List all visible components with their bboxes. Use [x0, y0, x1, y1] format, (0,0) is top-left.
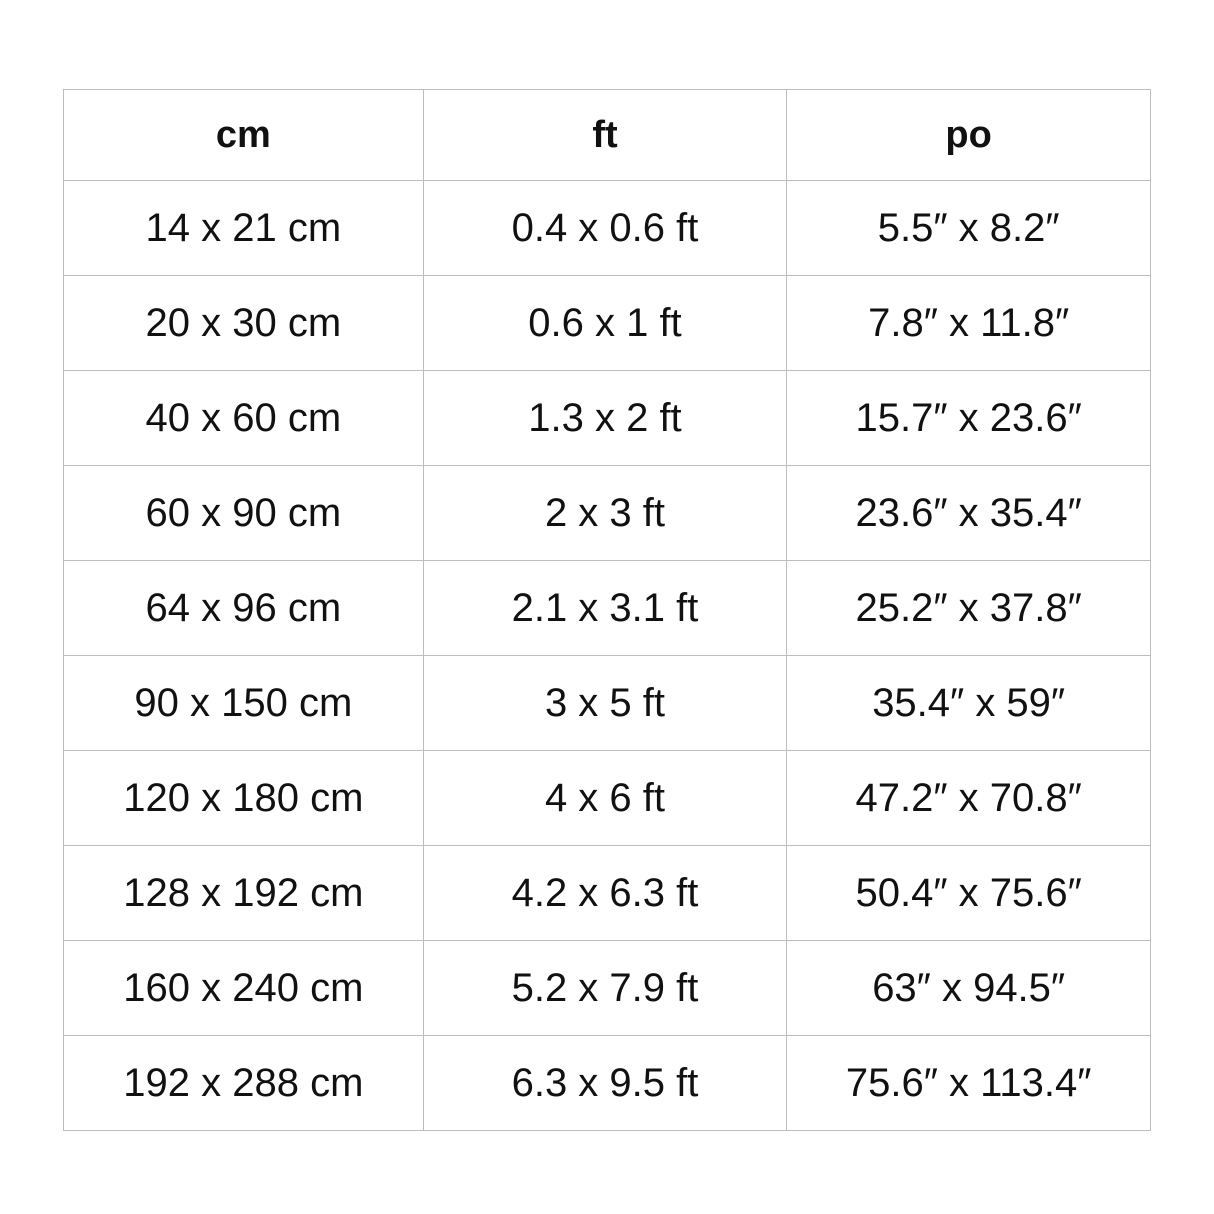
cell-po: 75.6″ x 113.4″ — [786, 1035, 1151, 1131]
cell-po: 35.4″ x 59″ — [786, 655, 1151, 751]
cell-cm: 64 x 96 cm — [63, 560, 424, 656]
cell-cm: 20 x 30 cm — [63, 275, 424, 371]
cell-ft: 0.4 x 0.6 ft — [422, 180, 788, 276]
header-row: cm ft po — [63, 89, 1151, 181]
cell-cm: 40 x 60 cm — [63, 370, 424, 466]
cell-cm: 160 x 240 cm — [63, 940, 424, 1036]
table-row: 128 x 192 cm 4.2 x 6.3 ft 50.4″ x 75.6″ — [63, 845, 1151, 941]
cell-po: 63″ x 94.5″ — [786, 940, 1151, 1036]
cell-cm: 60 x 90 cm — [63, 465, 424, 561]
cell-ft: 2.1 x 3.1 ft — [422, 560, 788, 656]
cell-cm: 192 x 288 cm — [63, 1035, 424, 1131]
table-row: 14 x 21 cm 0.4 x 0.6 ft 5.5″ x 8.2″ — [63, 180, 1151, 276]
cell-po: 5.5″ x 8.2″ — [786, 180, 1151, 276]
cell-cm: 14 x 21 cm — [63, 180, 424, 276]
cell-ft: 5.2 x 7.9 ft — [422, 940, 788, 1036]
cell-ft: 6.3 x 9.5 ft — [422, 1035, 788, 1131]
cell-po: 47.2″ x 70.8″ — [786, 750, 1151, 846]
table-row: 120 x 180 cm 4 x 6 ft 47.2″ x 70.8″ — [63, 750, 1151, 846]
header-po: po — [786, 89, 1151, 181]
cell-po: 15.7″ x 23.6″ — [786, 370, 1151, 466]
table-row: 64 x 96 cm 2.1 x 3.1 ft 25.2″ x 37.8″ — [63, 560, 1151, 656]
cell-ft: 4 x 6 ft — [422, 750, 788, 846]
cell-ft: 1.3 x 2 ft — [422, 370, 788, 466]
cell-cm: 90 x 150 cm — [63, 655, 424, 751]
cell-ft: 4.2 x 6.3 ft — [422, 845, 788, 941]
table-row: 60 x 90 cm 2 x 3 ft 23.6″ x 35.4″ — [63, 465, 1151, 561]
cell-cm: 120 x 180 cm — [63, 750, 424, 846]
header-cm: cm — [63, 89, 424, 181]
table-row: 40 x 60 cm 1.3 x 2 ft 15.7″ x 23.6″ — [63, 370, 1151, 466]
cell-po: 7.8″ x 11.8″ — [786, 275, 1151, 371]
table-row: 192 x 288 cm 6.3 x 9.5 ft 75.6″ x 113.4″ — [63, 1035, 1151, 1131]
cell-po: 25.2″ x 37.8″ — [786, 560, 1151, 656]
cell-ft: 0.6 x 1 ft — [422, 275, 788, 371]
cell-ft: 3 x 5 ft — [422, 655, 788, 751]
cell-po: 23.6″ x 35.4″ — [786, 465, 1151, 561]
cell-ft: 2 x 3 ft — [422, 465, 788, 561]
cell-po: 50.4″ x 75.6″ — [786, 845, 1151, 941]
table-row: 90 x 150 cm 3 x 5 ft 35.4″ x 59″ — [63, 655, 1151, 751]
header-ft: ft — [422, 89, 788, 181]
table-row: 160 x 240 cm 5.2 x 7.9 ft 63″ x 94.5″ — [63, 940, 1151, 1036]
size-conversion-table: cm ft po 14 x 21 cm 0.4 x 0.6 ft 5.5″ x 8.… — [63, 89, 1151, 1131]
table-row: 20 x 30 cm 0.6 x 1 ft 7.8″ x 11.8″ — [63, 275, 1151, 371]
cell-cm: 128 x 192 cm — [63, 845, 424, 941]
